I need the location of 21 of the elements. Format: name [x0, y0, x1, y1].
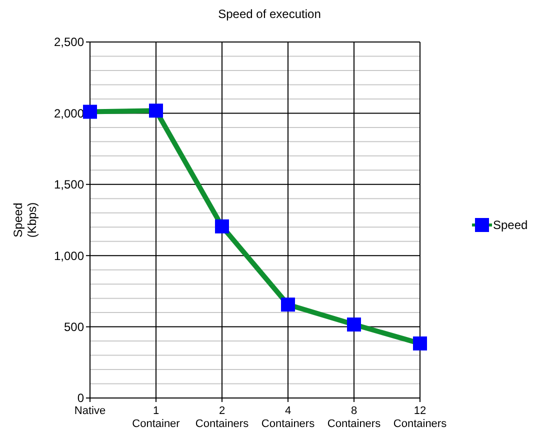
y-tick-label: 1,500: [54, 178, 84, 192]
point: [281, 298, 295, 312]
y-tick-label: 2,000: [54, 106, 84, 120]
point: [149, 104, 163, 118]
point: [413, 336, 427, 350]
chart-title: Speed of execution: [218, 7, 321, 21]
x-tick-label: 12 Containers: [393, 405, 448, 430]
x-tick-label: 2 Containers: [195, 405, 250, 430]
x-tick-label: Native: [74, 405, 106, 417]
y-axis-title: Speed (Kbps): [11, 202, 39, 238]
x-tick-label: 4 Containers: [261, 405, 316, 430]
point: [215, 219, 229, 234]
point: [83, 104, 97, 119]
point: [347, 318, 361, 332]
y-tick-label: 500: [64, 320, 84, 334]
x-tick-label: 1 Container: [132, 405, 180, 430]
y-tick-label: 0: [77, 391, 84, 406]
x-tick-label: 8 Containers: [327, 405, 382, 430]
legend-label: Speed: [493, 218, 528, 232]
y-tick-label: 2,500: [54, 35, 84, 50]
y-tick-label: 1,000: [54, 248, 84, 263]
